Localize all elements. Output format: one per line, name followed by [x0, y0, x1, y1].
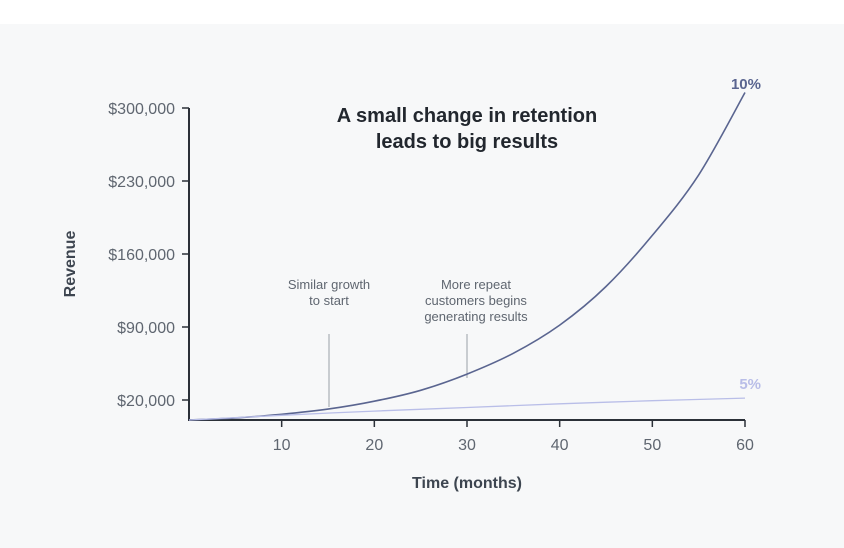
- annotation-text: customers begins: [425, 293, 527, 308]
- x-tick-label: 10: [273, 437, 291, 454]
- annotation-text: Similar growth: [288, 277, 370, 292]
- chart-panel: [0, 24, 844, 548]
- x-tick-label: 50: [643, 437, 661, 454]
- annotation-text: to start: [309, 293, 349, 308]
- x-axis-title: Time (months): [412, 475, 522, 492]
- y-tick-label: $160,000: [108, 247, 175, 264]
- y-tick-label: $230,000: [108, 174, 175, 191]
- annotation-text: generating results: [424, 309, 528, 324]
- series-label: 5%: [739, 376, 761, 393]
- x-tick-label: 60: [736, 437, 754, 454]
- y-tick-label: $300,000: [108, 101, 175, 118]
- chart-title-line: leads to big results: [376, 131, 558, 153]
- series-line-five-percent: [188, 397, 746, 421]
- y-tick-label: $20,000: [117, 393, 175, 410]
- annotation-text: More repeat: [441, 277, 511, 292]
- x-tick-label: 40: [551, 437, 569, 454]
- series-line-ten-percent: [188, 92, 746, 421]
- y-axis-title: Revenue: [62, 231, 79, 298]
- chart-title-line: A small change in retention: [337, 105, 597, 127]
- series-label: 10%: [731, 76, 761, 93]
- y-tick-label: $90,000: [117, 320, 175, 337]
- x-tick-label: 30: [458, 437, 476, 454]
- x-tick-label: 20: [365, 437, 383, 454]
